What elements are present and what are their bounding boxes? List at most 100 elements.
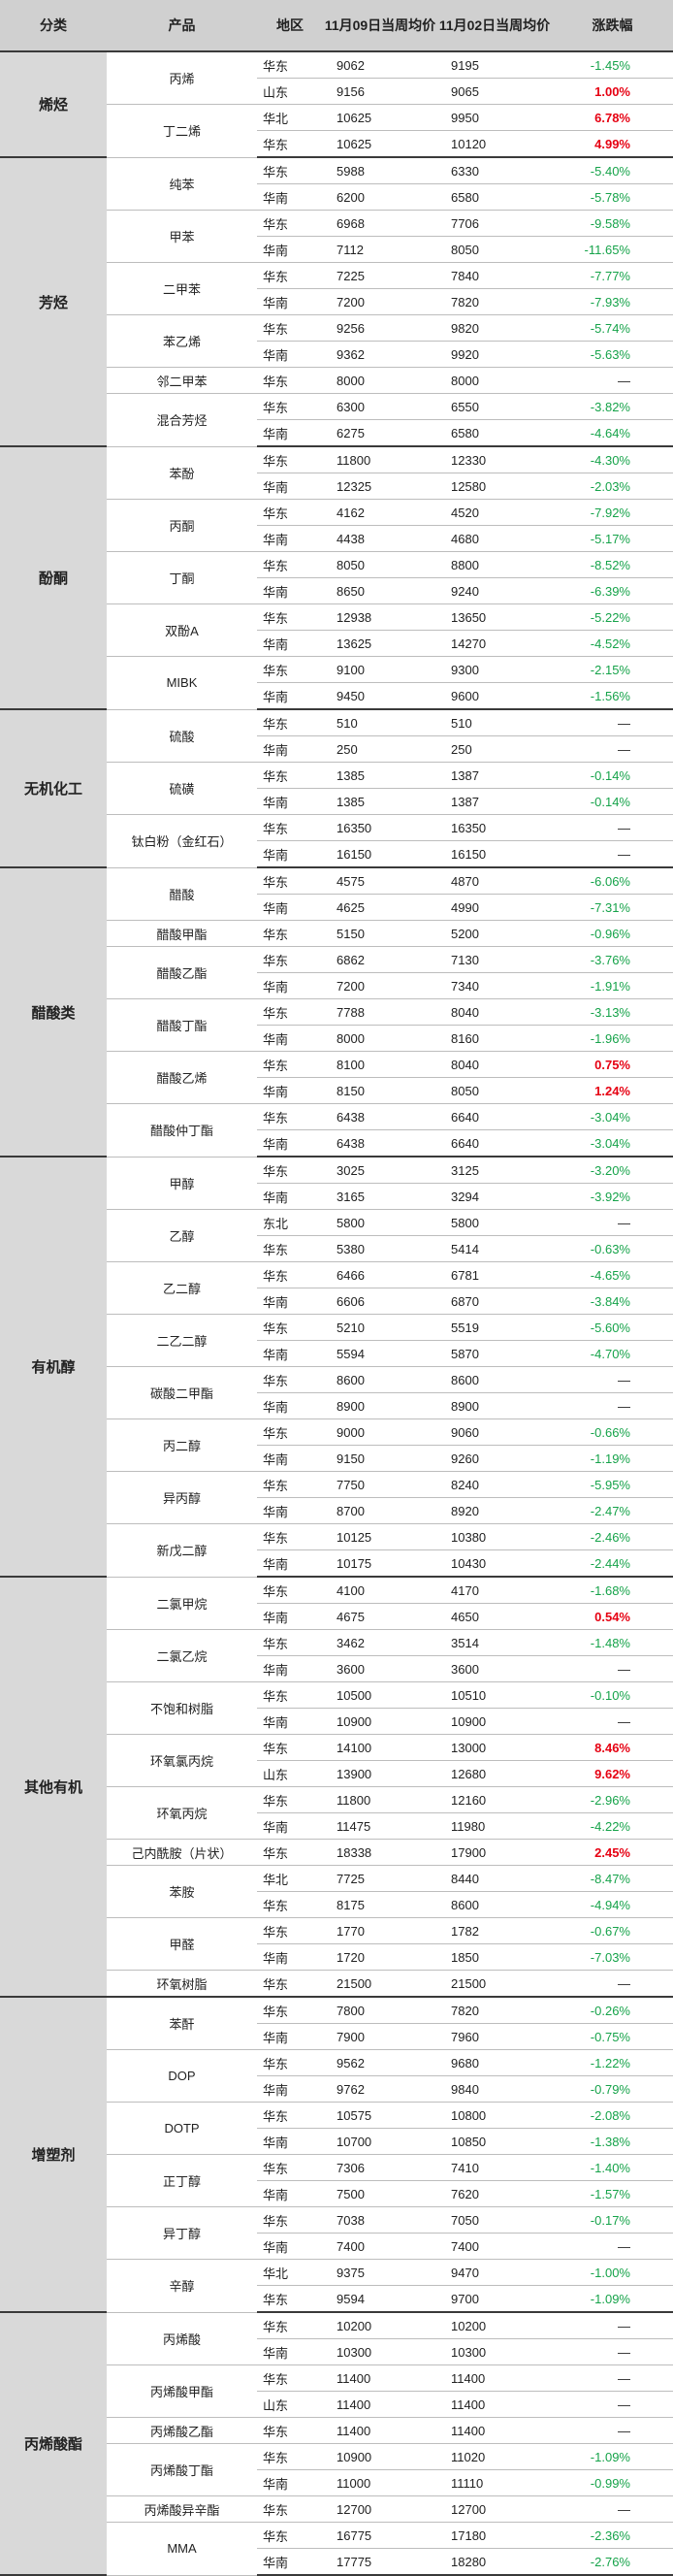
region-cell: 华南 — [257, 840, 323, 868]
week1-price-cell: 8900 — [323, 1392, 437, 1419]
week2-price-cell: 11020 — [437, 2443, 552, 2470]
table-row: 华南 6275 6580 -4.64% — [0, 419, 673, 447]
region-cell: 华东 — [257, 2522, 323, 2549]
change-cell: — — [552, 2364, 673, 2392]
region-cell: 华东 — [257, 2312, 323, 2339]
week1-price-cell: 12700 — [323, 2495, 437, 2523]
change-cell: -0.14% — [552, 762, 673, 789]
table-row: 华南 8650 9240 -6.39% — [0, 577, 673, 604]
change-cell: 9.62% — [552, 1760, 673, 1787]
region-cell: 华南 — [257, 419, 323, 447]
week2-price-cell: 9260 — [437, 1445, 552, 1472]
table-row: 混合芳烃 华东 6300 6550 -3.82% — [0, 393, 673, 447]
region-cell: 华东 — [257, 2102, 323, 2129]
product-cell: 新戊二醇 — [107, 1523, 257, 1578]
week2-price-cell: 6640 — [437, 1103, 552, 1130]
table-row: 环氧树脂 华东 21500 21500— — [0, 1970, 673, 1998]
region-cell: 华南 — [257, 341, 323, 368]
product-cell: 丙酮 — [107, 499, 257, 552]
week1-price-cell: 12938 — [323, 603, 437, 631]
week2-price-cell: 3514 — [437, 1629, 552, 1656]
table-row: 华南 10700 10850 -1.38% — [0, 2128, 673, 2155]
change-cell: — — [552, 2338, 673, 2365]
week1-price-cell: 6300 — [323, 393, 437, 420]
product-cell: 甲醇 — [107, 1157, 257, 1210]
week1-price-cell: 8700 — [323, 1497, 437, 1524]
change-cell: -0.66% — [552, 1418, 673, 1446]
region-cell: 华东 — [257, 314, 323, 342]
change-cell: -3.13% — [552, 998, 673, 1026]
region-cell: 华南 — [257, 2075, 323, 2103]
change-cell: -1.19% — [552, 1445, 673, 1472]
week1-price-cell: 11400 — [323, 2417, 437, 2444]
change-cell: -3.20% — [552, 1157, 673, 1184]
product-cell: 纯苯 — [107, 157, 257, 211]
product-cell: MMA — [107, 2522, 257, 2576]
table-row: 华南 9150 9260 -1.19% — [0, 1445, 673, 1472]
week1-price-cell: 9156 — [323, 78, 437, 105]
week1-price-cell: 11000 — [323, 2469, 437, 2496]
week2-price-cell: 9065 — [437, 78, 552, 105]
table-row: 丙二醇 华东 9000 9060 -0.66% — [0, 1418, 673, 1472]
week2-price-cell: 11400 — [437, 2391, 552, 2418]
week1-price-cell: 8000 — [323, 1025, 437, 1052]
week2-price-cell: 7050 — [437, 2206, 552, 2234]
week1-price-cell: 6438 — [323, 1129, 437, 1158]
product-cell: 正丁醇 — [107, 2154, 257, 2207]
week1-price-cell: 16775 — [323, 2522, 437, 2549]
product-cell: DOTP — [107, 2102, 257, 2155]
change-cell: -11.65% — [552, 236, 673, 263]
product-cell: 醋酸甲酯 — [107, 920, 257, 947]
header-region: 地区 — [257, 0, 323, 52]
week2-price-cell: 8900 — [437, 1392, 552, 1419]
table-row: 醋酸甲酯 华东 5150 5200 -0.96% — [0, 920, 673, 947]
change-cell: -1.40% — [552, 2154, 673, 2181]
table-row: DOTP 华东 10575 10800 -2.08% — [0, 2102, 673, 2155]
category-cell: 其他有机 — [0, 1577, 107, 1998]
week1-price-cell: 7225 — [323, 262, 437, 289]
week2-price-cell: 6580 — [437, 419, 552, 447]
week2-price-cell: 10200 — [437, 2312, 552, 2339]
table-row: 丙烯酸乙酯 华东 11400 11400— — [0, 2417, 673, 2444]
product-cell: 辛醇 — [107, 2259, 257, 2313]
week2-price-cell: 7410 — [437, 2154, 552, 2181]
table-row: 华南 6438 6640 -3.04% — [0, 1129, 673, 1158]
table-row: 华南 7112 8050 -11.65% — [0, 236, 673, 263]
week1-price-cell: 8100 — [323, 1051, 437, 1078]
product-cell: 二氯乙烷 — [107, 1629, 257, 1682]
table-row: 华南 7500 7620 -1.57% — [0, 2180, 673, 2207]
week2-price-cell: 9920 — [437, 341, 552, 368]
week1-price-cell: 6466 — [323, 1261, 437, 1288]
week1-price-cell: 4575 — [323, 867, 437, 895]
table-row: 丁二烯 华北 10625 9950 6.78% — [0, 104, 673, 158]
product-cell: 醋酸丁酯 — [107, 998, 257, 1052]
change-cell: -5.40% — [552, 157, 673, 184]
region-cell: 华东 — [257, 920, 323, 947]
region-cell: 华东 — [257, 1471, 323, 1498]
region-cell: 华南 — [257, 1392, 323, 1419]
week2-price-cell: 12160 — [437, 1786, 552, 1813]
change-cell: -2.46% — [552, 1523, 673, 1550]
week2-price-cell: 9470 — [437, 2259, 552, 2286]
table-row: 丁酮 华东 8050 8800 -8.52% — [0, 551, 673, 604]
product-cell: 环氧树脂 — [107, 1970, 257, 1998]
region-cell: 华东 — [257, 551, 323, 578]
week2-price-cell: 13650 — [437, 603, 552, 631]
table-row: 苯乙烯 华东 9256 9820 -5.74% — [0, 314, 673, 368]
week1-price-cell: 8150 — [323, 1077, 437, 1104]
change-cell: -1.09% — [552, 2285, 673, 2313]
table-row: MIBK 华东 9100 9300 -2.15% — [0, 656, 673, 710]
region-cell: 山东 — [257, 1760, 323, 1787]
product-cell: 苯酚 — [107, 446, 257, 500]
week2-price-cell: 5414 — [437, 1235, 552, 1262]
table-row: 华东 10625 10120 4.99% — [0, 130, 673, 158]
change-cell: -2.36% — [552, 2522, 673, 2549]
change-cell: -0.96% — [552, 920, 673, 947]
change-cell: -3.76% — [552, 946, 673, 973]
table-row: 芳烃 纯苯 华东 5988 6330 -5.40% — [0, 157, 673, 447]
region-cell: 华东 — [257, 1681, 323, 1709]
region-cell: 华南 — [257, 1077, 323, 1104]
change-cell: -5.60% — [552, 1314, 673, 1341]
table-row: 华东 8175 8600 -4.94% — [0, 1891, 673, 1918]
week1-price-cell: 10125 — [323, 1523, 437, 1550]
